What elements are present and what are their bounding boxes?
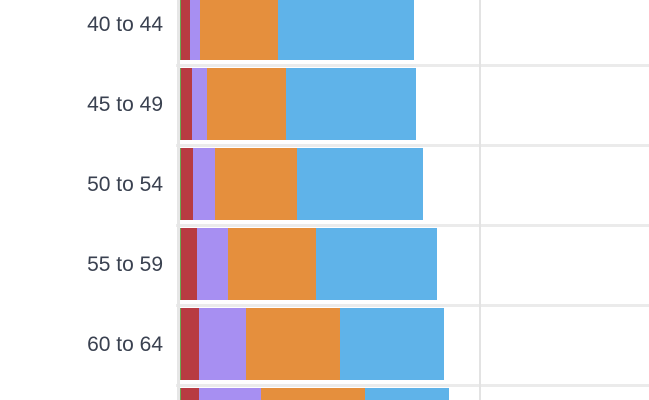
bar-segment-red	[181, 308, 199, 380]
bar-segment-blue	[286, 68, 416, 140]
x-gridline	[479, 0, 481, 400]
bar-segment-orange	[207, 68, 286, 140]
bar-segment-green	[180, 148, 181, 220]
bar-segment-blue	[278, 0, 414, 60]
bar-segment-purple	[190, 0, 200, 60]
row-separator	[176, 64, 649, 67]
bar-segment-red	[181, 0, 190, 60]
y-axis-line	[177, 0, 180, 400]
bar-segment-purple	[193, 148, 215, 220]
bar-segment-red	[181, 148, 193, 220]
row-separator	[176, 304, 649, 307]
category-label: 55 to 59	[87, 253, 163, 276]
bar-segment-orange	[228, 228, 316, 300]
bar-segment-green	[180, 68, 181, 140]
bar-segment-red	[181, 228, 197, 300]
bar-segment-purple	[197, 228, 228, 300]
row-separator	[176, 224, 649, 227]
row-separator	[176, 384, 649, 387]
bar-segment-orange	[246, 308, 340, 380]
bar-segment-green	[180, 308, 181, 380]
bar-segment-blue	[297, 148, 423, 220]
bar-segment-green	[180, 0, 181, 60]
bar-segment-blue	[340, 308, 444, 380]
bar-segment-orange	[200, 0, 278, 60]
bar-segment-purple	[199, 308, 246, 380]
bar-segment-red	[181, 68, 192, 140]
bar-segment-orange	[215, 148, 297, 220]
category-label: 45 to 49	[87, 93, 163, 116]
bar-segment-red	[181, 388, 199, 400]
category-label: 50 to 54	[87, 173, 163, 196]
category-label: 40 to 44	[87, 13, 163, 36]
bar-segment-purple	[199, 388, 261, 400]
row-separator	[176, 144, 649, 147]
bar-segment-green	[180, 388, 181, 400]
bar-segment-blue	[316, 228, 437, 300]
bar-segment-blue	[365, 388, 449, 400]
bar-segment-green	[180, 228, 181, 300]
bar-segment-purple	[192, 68, 207, 140]
bar-segment-orange	[261, 388, 365, 400]
category-label: 60 to 64	[87, 333, 163, 356]
